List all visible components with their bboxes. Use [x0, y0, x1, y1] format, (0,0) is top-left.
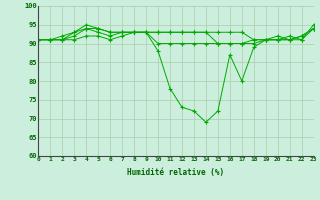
X-axis label: Humidité relative (%): Humidité relative (%): [127, 168, 225, 177]
